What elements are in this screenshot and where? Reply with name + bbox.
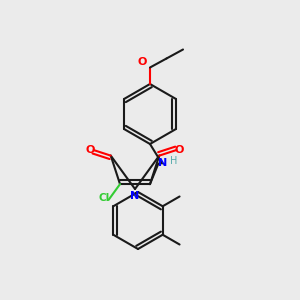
Text: N: N [130,190,140,201]
Text: O: O [86,145,95,155]
Text: O: O [175,145,184,155]
Text: O: O [138,57,147,67]
Text: H: H [170,156,178,166]
Text: Cl: Cl [98,193,110,202]
Text: N: N [158,158,167,169]
